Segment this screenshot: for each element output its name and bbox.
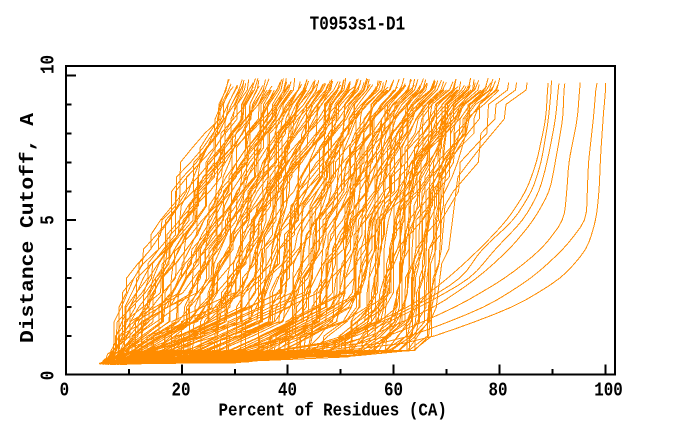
svg-text:80: 80 — [489, 380, 508, 402]
svg-text:40: 40 — [278, 380, 297, 402]
svg-text:T0953s1-D1: T0953s1-D1 — [310, 14, 406, 36]
svg-text:20: 20 — [172, 380, 191, 402]
svg-text:5: 5 — [38, 215, 60, 225]
svg-text:0: 0 — [60, 380, 70, 402]
svg-text:100: 100 — [594, 380, 623, 402]
svg-text:Distance Cutoff, A: Distance Cutoff, A — [17, 112, 39, 343]
svg-text:Percent of Residues (CA): Percent of Residues (CA) — [218, 401, 447, 421]
svg-text:60: 60 — [384, 380, 403, 402]
svg-text:0: 0 — [38, 371, 60, 381]
svg-text:10: 10 — [38, 55, 60, 74]
